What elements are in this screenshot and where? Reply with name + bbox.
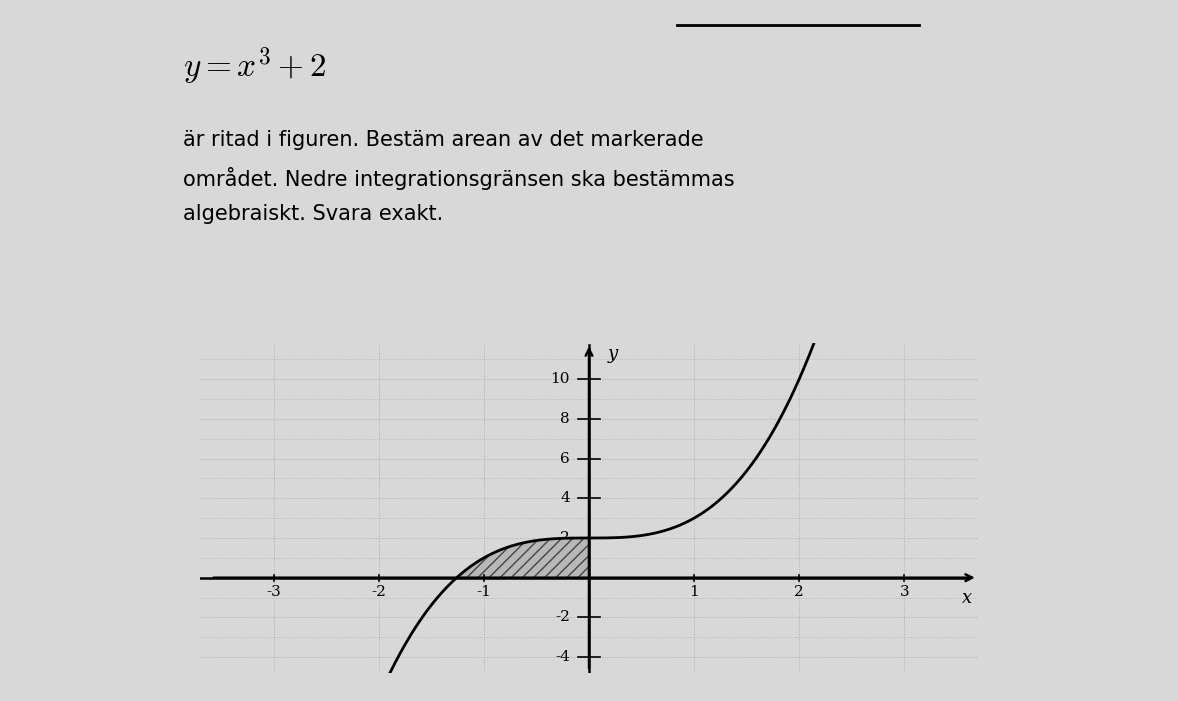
Text: -2: -2 (555, 611, 570, 625)
Text: 8: 8 (561, 412, 570, 426)
Text: x: x (962, 589, 972, 606)
Text: algebraiskt. Svara exakt.: algebraiskt. Svara exakt. (183, 204, 443, 224)
Text: 10: 10 (550, 372, 570, 386)
Text: $y = x^3 + 2$: $y = x^3 + 2$ (183, 46, 326, 87)
Text: 6: 6 (561, 451, 570, 465)
Text: 4: 4 (561, 491, 570, 505)
Text: är ritad i figuren. Bestäm arean av det markerade: är ritad i figuren. Bestäm arean av det … (183, 130, 703, 150)
Text: -1: -1 (476, 585, 491, 599)
Text: 3: 3 (899, 585, 909, 599)
Text: -4: -4 (555, 650, 570, 664)
Text: 2: 2 (561, 531, 570, 545)
Text: 1: 1 (689, 585, 699, 599)
Text: y: y (608, 346, 618, 364)
Text: -3: -3 (266, 585, 282, 599)
Text: 2: 2 (794, 585, 805, 599)
Text: -2: -2 (371, 585, 386, 599)
Text: området. Nedre integrationsgränsen ska bestämmas: området. Nedre integrationsgränsen ska b… (183, 167, 734, 190)
